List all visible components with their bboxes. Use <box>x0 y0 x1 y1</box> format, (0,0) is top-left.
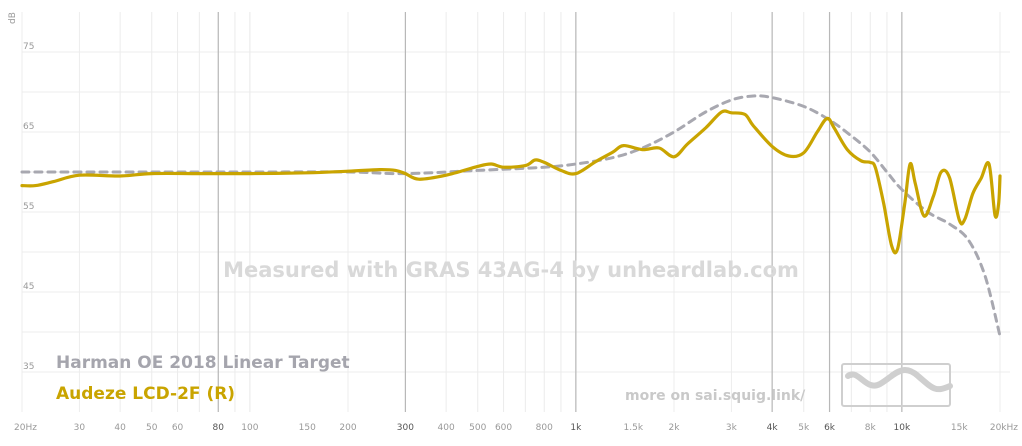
x-tick-label: 500 <box>469 423 486 433</box>
y-axis-label: dB <box>8 12 18 24</box>
y-tick-label: 35 <box>23 362 34 372</box>
x-tick-label: 300 <box>397 423 414 433</box>
x-tick-label: 40 <box>114 423 126 433</box>
x-tick-label: 80 <box>213 423 225 433</box>
legend-entry-target: Harman OE 2018 Linear Target <box>56 353 350 373</box>
x-tick-label: 20Hz <box>14 423 37 433</box>
y-tick-labels: 35 45 55 65 75 <box>23 42 34 372</box>
x-tick-label: 3k <box>726 423 738 433</box>
y-tick-label: 65 <box>23 122 34 132</box>
x-tick-label: 20kHz <box>990 423 1018 433</box>
x-tick-label: 1k <box>570 423 582 433</box>
watermark-text: Measured with GRAS 43AG-4 by unheardlab.… <box>223 258 799 282</box>
x-tick-label: 600 <box>495 423 512 433</box>
x-tick-label: 150 <box>299 423 316 433</box>
x-tick-labels: 20Hz 30 40 50 60 80 100 150 200 300 400 500 600 800 1k… <box>14 423 1018 433</box>
y-tick-label: 55 <box>23 202 34 212</box>
squiglink-logo[interactable] <box>841 363 953 407</box>
x-tick-label: 2k <box>669 423 681 433</box>
x-tick-label: 10k <box>894 423 911 433</box>
x-tick-label: 30 <box>74 423 86 433</box>
x-tick-label: 8k <box>865 423 877 433</box>
site-link[interactable]: more on sai.squig.link/ <box>625 388 806 404</box>
x-tick-label: 15k <box>951 423 968 433</box>
x-tick-label: 60 <box>172 423 184 433</box>
x-tick-label: 1.5k <box>624 423 644 433</box>
x-tick-label: 4k <box>767 423 779 433</box>
x-tick-label: 400 <box>438 423 455 433</box>
x-tick-label: 200 <box>339 423 356 433</box>
x-tick-label: 50 <box>146 423 158 433</box>
y-tick-label: 45 <box>23 282 34 292</box>
legend-entry-headphone: Audeze LCD-2F (R) <box>56 384 235 404</box>
headphone-curve-line <box>20 109 1002 255</box>
x-tick-label: 5k <box>798 423 810 433</box>
x-tick-label: 100 <box>241 423 258 433</box>
y-tick-label: 75 <box>23 42 34 52</box>
series-lines <box>20 94 1002 338</box>
x-tick-label: 6k <box>824 423 836 433</box>
x-tick-label: 800 <box>536 423 553 433</box>
